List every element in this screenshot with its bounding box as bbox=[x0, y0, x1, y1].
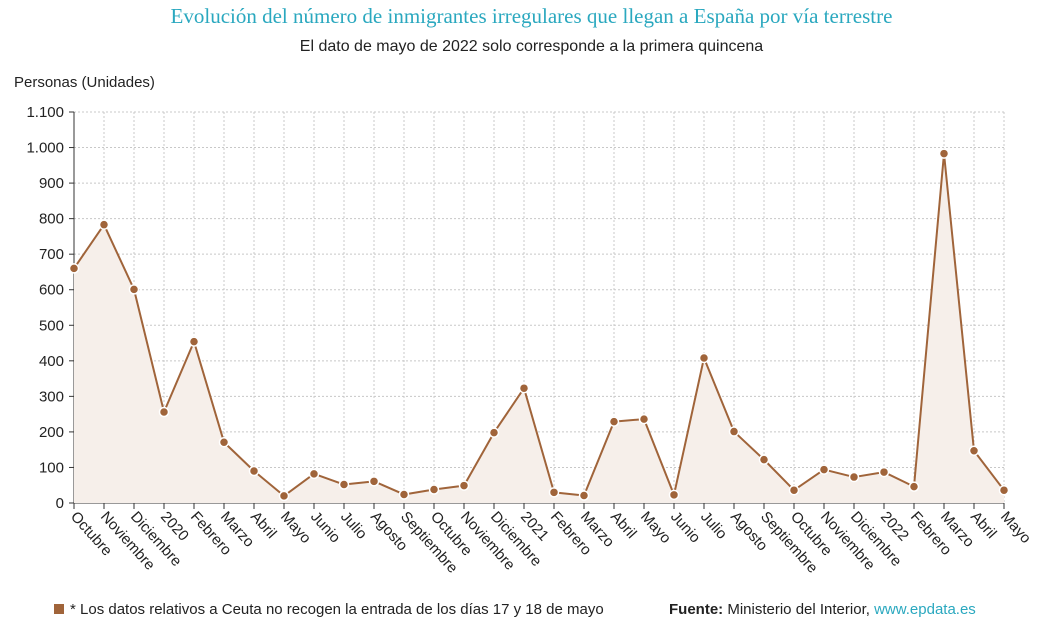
data-point bbox=[518, 382, 530, 394]
data-point bbox=[728, 426, 740, 437]
data-point bbox=[998, 484, 1010, 496]
data-point bbox=[368, 476, 380, 487]
data-point bbox=[848, 471, 860, 483]
data-point bbox=[788, 484, 800, 496]
data-point bbox=[188, 336, 200, 347]
y-axis-label: Personas (Unidades) bbox=[14, 74, 155, 91]
x-tick-label: Junio bbox=[307, 508, 344, 546]
y-tick-label: 800 bbox=[39, 211, 64, 228]
data-point bbox=[488, 427, 500, 438]
note-square-icon bbox=[54, 604, 64, 614]
footer-note-text: * Los datos relativos a Ceuta no recogen… bbox=[70, 601, 604, 618]
y-tick-label: 500 bbox=[39, 317, 64, 334]
x-tick-label: Julio bbox=[337, 508, 370, 542]
chart-title: Evolución del número de inmigrantes irre… bbox=[170, 4, 893, 28]
data-point bbox=[248, 465, 260, 477]
data-point bbox=[158, 406, 170, 418]
data-point bbox=[308, 468, 320, 480]
data-point bbox=[878, 466, 890, 478]
data-point bbox=[698, 352, 710, 364]
y-tick-label: 700 bbox=[39, 246, 64, 263]
data-point bbox=[278, 490, 290, 502]
data-point bbox=[608, 416, 620, 427]
source-label: Fuente: bbox=[669, 601, 724, 618]
x-tick-label: Mayo bbox=[277, 508, 314, 547]
data-point bbox=[398, 489, 410, 500]
x-tick-label: Julio bbox=[697, 508, 730, 542]
data-point bbox=[578, 490, 590, 501]
x-tick-label: Mayo bbox=[637, 508, 674, 547]
data-point bbox=[938, 148, 950, 159]
data-point bbox=[338, 479, 350, 490]
data-point bbox=[908, 481, 920, 492]
y-tick-label: 200 bbox=[39, 424, 64, 441]
y-tick-label: 1.000 bbox=[26, 140, 64, 157]
data-point bbox=[98, 219, 110, 230]
x-tick-label: Junio bbox=[667, 508, 704, 546]
data-point bbox=[668, 489, 680, 501]
footer-source: Fuente: Ministerio del Interior, www.epd… bbox=[669, 601, 976, 618]
y-tick-label: 300 bbox=[39, 388, 64, 405]
data-point bbox=[458, 480, 470, 491]
data-point bbox=[428, 484, 440, 495]
footer-note: * Los datos relativos a Ceuta no recogen… bbox=[54, 601, 604, 618]
y-tick-label: 0 bbox=[56, 495, 64, 512]
data-point bbox=[818, 464, 830, 475]
y-tick-label: 400 bbox=[39, 353, 64, 370]
data-point bbox=[218, 436, 230, 448]
x-tick-label: Mayo bbox=[997, 508, 1034, 547]
chart-subtitle: El dato de mayo de 2022 solo corresponde… bbox=[299, 38, 764, 55]
data-point bbox=[638, 413, 650, 425]
y-tick-label: 1.100 bbox=[26, 104, 64, 121]
data-point bbox=[758, 454, 770, 465]
y-tick-label: 900 bbox=[39, 175, 64, 192]
source-text: Ministerio del Interior, bbox=[727, 601, 870, 618]
y-tick-label: 100 bbox=[39, 459, 64, 476]
data-point bbox=[128, 284, 140, 295]
data-point bbox=[548, 487, 560, 498]
series-area bbox=[74, 153, 1004, 503]
data-point bbox=[68, 263, 80, 274]
source-link[interactable]: www.epdata.es bbox=[874, 601, 976, 618]
data-point bbox=[968, 445, 980, 456]
y-tick-label: 600 bbox=[39, 282, 64, 299]
